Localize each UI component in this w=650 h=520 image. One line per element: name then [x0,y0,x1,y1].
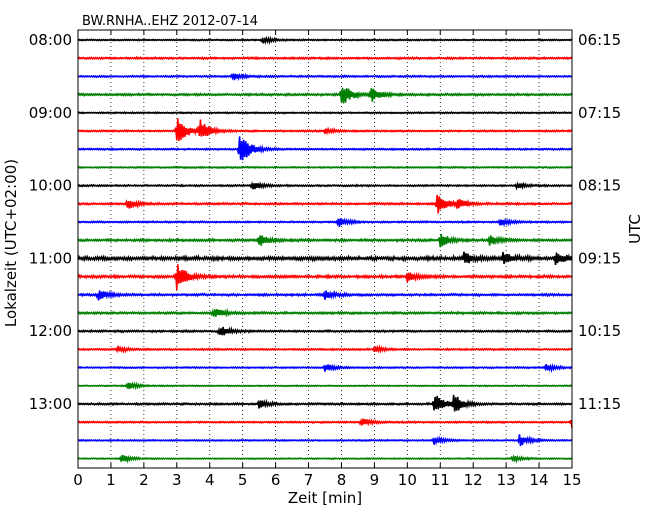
seismic-traces [77,35,573,464]
x-tick-label: 5 [238,471,248,489]
trace-line [77,307,573,318]
x-tick-label: 4 [205,471,215,489]
trace-line [77,217,573,228]
trace-line [77,289,573,301]
y-tick-label-right: 11:15 [578,395,621,413]
trace-line [77,180,573,191]
x-tick-label: 3 [172,471,182,489]
trace-line [77,434,573,447]
left-axis-ticks: 08:00 09:00 10:00 11:00 12:00 13:00 [29,31,83,413]
y-tick-label-right: 06:15 [578,31,621,49]
y-tick-label-right: 09:15 [578,249,621,267]
y-tick-label-left: 09:00 [29,104,72,122]
y-axis-label-right: UTC [626,214,644,244]
trace-line [77,35,573,46]
x-tick-label: 14 [530,471,549,489]
x-tick-label: 9 [370,471,380,489]
y-tick-label-right: 07:15 [578,104,621,122]
trace-line [77,233,573,248]
trace-line [77,417,573,429]
trace-line [77,87,573,104]
x-tick-label: 8 [337,471,347,489]
trace-line [77,394,573,412]
y-tick-label-left: 11:00 [29,249,72,267]
x-tick-label: 1 [106,471,116,489]
x-axis-ticks: 0 1 2 3 4 5 6 7 8 9 10 11 12 13 14 15 [73,30,582,489]
trace-line [77,55,573,61]
x-tick-label: 10 [398,471,417,489]
trace-line [77,194,573,214]
x-tick-label: 7 [304,471,314,489]
trace-line [77,165,573,170]
y-tick-label-left: 10:00 [29,177,72,195]
trace-line [77,110,573,115]
plot-frame [77,29,573,469]
y-tick-label-left: 08:00 [29,31,72,49]
trace-line [77,325,573,336]
chart-title: BW.RNHA..EHZ 2012-07-14 [82,14,258,29]
x-tick-label: 0 [73,471,83,489]
x-tick-label: 12 [464,471,483,489]
trace-line [77,264,573,290]
x-tick-label: 6 [271,471,281,489]
y-tick-label-right: 10:15 [578,322,621,340]
y-tick-label-right: 08:15 [578,177,621,195]
y-tick-label-left: 12:00 [29,322,72,340]
x-tick-label: 15 [562,471,581,489]
trace-line [77,118,573,141]
trace-line [77,136,573,161]
right-axis-ticks: 06:15 07:15 08:15 09:15 10:15 11:15 [567,31,621,413]
trace-line [77,251,573,266]
x-tick-label: 13 [497,471,516,489]
x-axis-label: Zeit [min] [288,489,362,507]
trace-line [77,344,573,354]
trace-line [77,381,573,391]
trace-line [77,72,573,82]
y-axis-label-left: Lokalzeit (UTC+02:00) [2,159,20,327]
y-tick-label-left: 13:00 [29,395,72,413]
trace-line [77,454,573,464]
x-tick-label: 2 [139,471,149,489]
x-tick-label: 11 [431,471,450,489]
trace-line [77,363,573,374]
